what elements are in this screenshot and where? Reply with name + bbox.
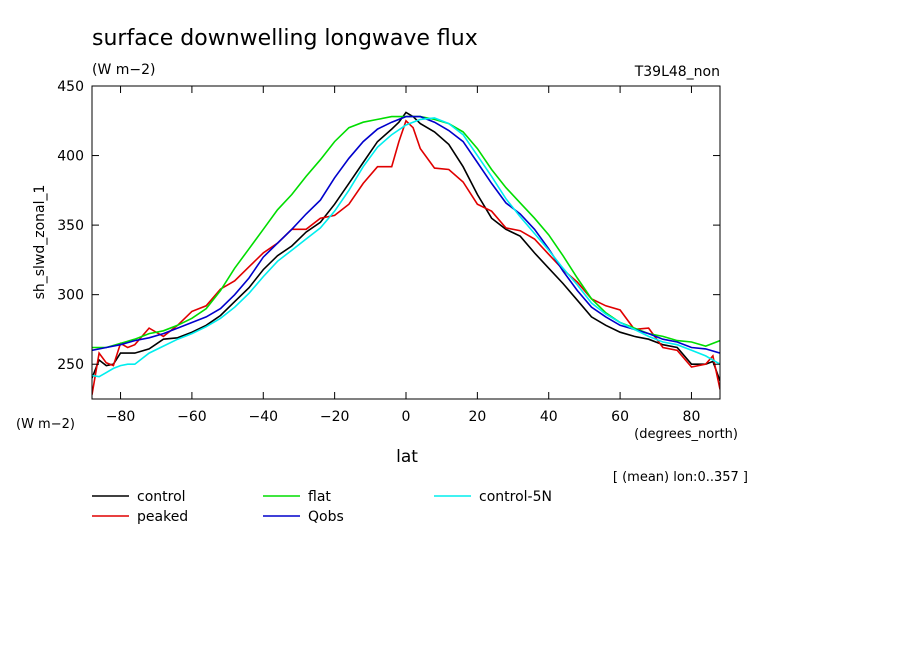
- y-tick-label: 250: [57, 357, 84, 373]
- x-tick-label: 20: [468, 409, 486, 425]
- x-tick-label: −60: [177, 409, 207, 425]
- y-axis-label: sh_slwd_zonal_1: [32, 185, 48, 300]
- series-line-control-5n: [92, 117, 720, 378]
- x-axis-label: lat: [396, 447, 418, 467]
- y-tick-label: 450: [57, 79, 84, 95]
- legend-label-peaked: peaked: [137, 509, 188, 525]
- y-tick-label: 400: [57, 149, 84, 165]
- y-tick-label: 300: [57, 288, 84, 304]
- x-tick-label: −80: [106, 409, 136, 425]
- y-tick-label: 350: [57, 218, 84, 234]
- mean-note: [ (mean) lon:0..357 ]: [613, 470, 748, 485]
- legend-label-flat: flat: [308, 489, 331, 505]
- x-tick-label: 0: [402, 409, 411, 425]
- plot-frame: [91, 85, 721, 400]
- legend-label-control: control: [137, 489, 186, 505]
- x-tick-label: −40: [248, 409, 278, 425]
- x-tick-label: 60: [611, 409, 629, 425]
- series-line-control: [92, 111, 720, 382]
- x-tick-label: 40: [540, 409, 558, 425]
- run-label: T39L48_non: [634, 64, 720, 80]
- legend-label-qobs: Qobs: [308, 509, 344, 525]
- x-tick-label: 80: [683, 409, 701, 425]
- y-axis-units: (W m−2): [16, 417, 75, 432]
- legend-label-control-5n: control-5N: [479, 489, 552, 505]
- chart-subtitle: (W m−2): [92, 62, 156, 78]
- chart-title: surface downwelling longwave flux: [92, 26, 478, 51]
- x-tick-label: −20: [320, 409, 350, 425]
- series-line-qobs: [92, 115, 720, 354]
- legend: control peaked flat Qobs control-5N: [92, 489, 552, 525]
- x-axis-units: (degrees_north): [634, 427, 738, 442]
- series-line-peaked: [92, 119, 720, 395]
- series-line-flat: [92, 115, 720, 349]
